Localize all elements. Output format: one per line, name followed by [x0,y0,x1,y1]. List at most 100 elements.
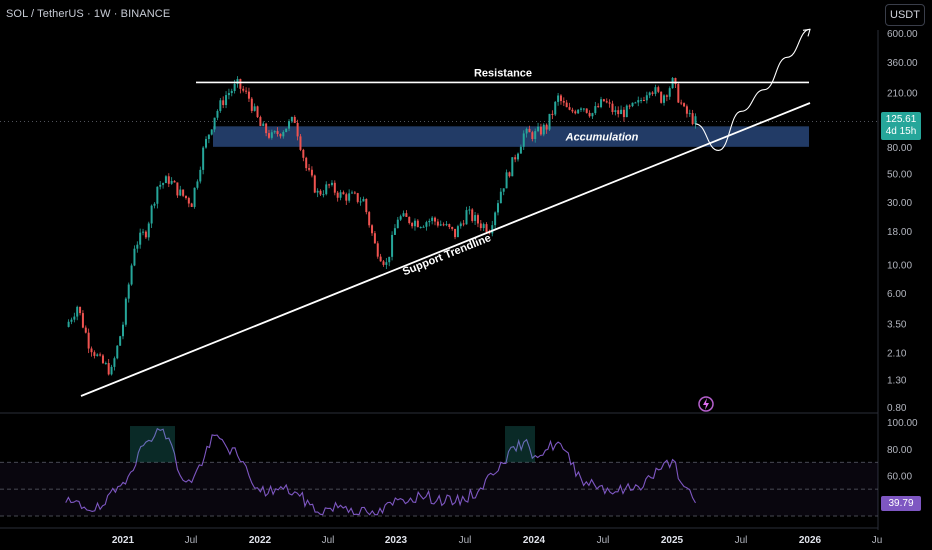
candle-body [353,192,356,194]
candle-body [511,157,514,177]
candle-body [580,108,582,110]
rsi-axis-tick: 100.00 [887,418,918,429]
candle-body [554,101,557,115]
candle-body [87,332,90,349]
candle-body [514,157,517,160]
price-axis-tick: 600.00 [887,29,918,40]
candle-body [608,102,611,104]
candle-body [385,262,388,265]
candle-body [127,284,130,299]
candle-body [648,92,651,96]
price-axis-tick: 0.80 [887,403,907,414]
candle-body [162,183,165,185]
candle-body [388,256,391,263]
candle-body [225,95,228,106]
candle-body [465,210,468,225]
candle-body [522,133,525,147]
candle-body [302,149,305,158]
price-axis-tick: 2.10 [887,348,907,359]
candle-body [442,224,445,226]
candle-body [253,106,256,111]
candle-body [413,220,416,227]
candle-body [173,180,176,183]
candle-body [342,192,345,195]
rsi-overbought-fill [130,426,175,463]
candle-body [333,182,336,193]
candle-body [585,108,588,113]
candle-body [196,181,199,188]
candle-body [436,221,439,226]
time-axis-tick: 2023 [385,535,408,546]
candle-body [534,131,537,140]
candle-body [362,198,365,202]
candle-body [445,224,448,226]
candle-body [305,157,308,169]
candle-body [548,113,551,130]
candle-body [365,198,368,213]
candle-body [476,215,479,224]
candle-body [187,198,190,204]
candle-body [147,223,150,238]
time-axis-tick: 2025 [661,535,684,546]
rsi-value-label: 39.79 [881,496,921,511]
candle-body [614,110,617,113]
candle-body [499,191,502,204]
candle-body [259,117,262,126]
time-axis-tick: Jul [185,535,198,546]
candle-body [193,187,196,207]
candle-body [519,146,522,154]
lightning-bolt-icon [703,398,709,410]
time-axis-tick: Jul [735,535,748,546]
candle-body [104,363,107,365]
candle-body [663,95,666,103]
candle-body [96,354,99,356]
candle-body [494,212,497,226]
candle-body [316,190,319,193]
candle-body [230,90,233,94]
candle-body [688,113,691,115]
candle-body [199,169,202,182]
candle-body [597,106,600,108]
support-trendline [80,102,811,397]
candle-body [399,216,402,220]
candle-body [651,92,654,94]
price-axis-tick: 50.00 [887,169,912,180]
candle-body [242,88,245,91]
candle-body [634,102,637,104]
candle-body [605,101,608,103]
candle-body [631,102,634,107]
candle-body [76,306,79,317]
candle-body [371,225,374,234]
candle-body [119,336,122,346]
candle-body [379,256,382,262]
candle-body [459,223,462,227]
support-trendline-label: Support Trendline [401,232,493,278]
candle-body [591,113,594,117]
candle-body [213,117,216,130]
candle-body [159,184,162,187]
candle-body [247,91,250,99]
lightning-icon[interactable] [698,396,714,412]
last-price-value: 125.61 [885,114,917,125]
candle-body [190,203,193,207]
candle-body [236,78,239,84]
rsi-axis-tick: 80.00 [887,445,912,456]
candle-body [571,109,574,112]
last-price-label: 125.61 4d 15h [881,112,921,140]
candle-body [431,217,434,221]
candle-body [425,222,428,227]
candle-body [233,83,236,91]
candle-body [496,203,499,213]
candle-body [93,352,96,356]
candle-body [419,227,422,229]
candle-body [645,95,648,101]
candle-body [153,203,156,206]
currency-button[interactable]: USDT [885,4,925,26]
candle-body [502,188,505,192]
candle-body [336,192,339,198]
candle-body [602,99,605,102]
candle-body [359,201,362,203]
candle-body [156,186,159,204]
candle-body [142,231,145,233]
